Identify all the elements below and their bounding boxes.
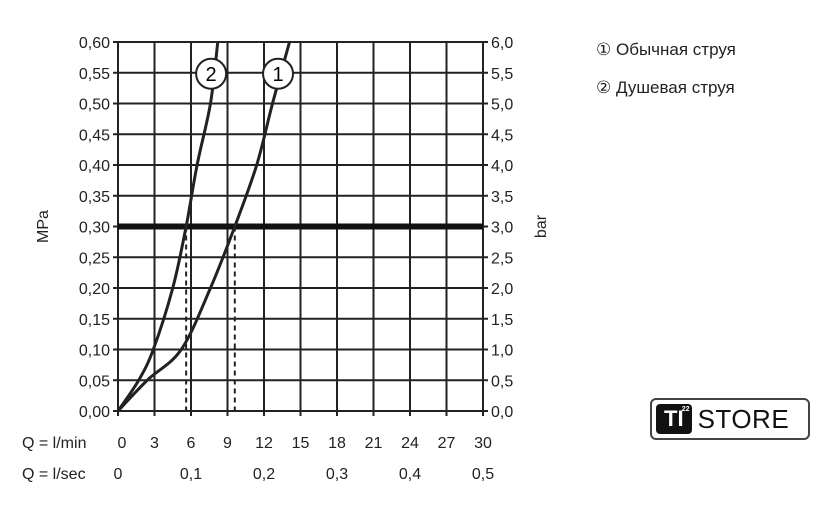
x-tick-label: 6 bbox=[187, 435, 196, 452]
y-tick-label-right: 0,5 bbox=[491, 373, 513, 390]
x-tick-label: 24 bbox=[401, 435, 419, 452]
series-line-1 bbox=[116, 41, 291, 413]
y-tick-label-right: 0,0 bbox=[491, 404, 513, 421]
y-tick-label-left: 0,40 bbox=[79, 158, 110, 175]
y-tick-label-left: 0,05 bbox=[79, 373, 110, 390]
legend-item-1: ① Обычная струя bbox=[596, 40, 736, 60]
x-tick-label: 30 bbox=[474, 435, 492, 452]
x-tick-label: 0,4 bbox=[399, 466, 421, 483]
y-tick-label-right: 2,0 bbox=[491, 281, 513, 298]
x-tick-label: 12 bbox=[255, 435, 273, 452]
y-tick-label-right: 1,0 bbox=[491, 343, 513, 360]
x-tick-label: 27 bbox=[438, 435, 456, 452]
y-tick-label-left: 0,15 bbox=[79, 312, 110, 329]
y-tick-label-right: 4,0 bbox=[491, 158, 513, 175]
legend-item-2: ② Душевая струя bbox=[596, 78, 735, 98]
x-tick-label: 0 bbox=[114, 466, 123, 483]
y-tick-label-left: 0,25 bbox=[79, 250, 110, 267]
legend-text: Душевая струя bbox=[615, 78, 735, 97]
series-label-circle bbox=[262, 57, 295, 90]
series-line-2 bbox=[116, 41, 220, 412]
x-tick-label: 0 bbox=[118, 435, 127, 452]
x-tick-label: 15 bbox=[292, 435, 310, 452]
x-axis-label: Q = l/sec bbox=[22, 466, 86, 483]
x-tick-label: 9 bbox=[223, 435, 232, 452]
x-tick-label: 0,3 bbox=[326, 466, 348, 483]
x-tick-label: 0,2 bbox=[253, 466, 275, 483]
logo-mark: TI 22 bbox=[656, 404, 692, 434]
series-label-2: 2 bbox=[206, 64, 217, 86]
logo-word: STORE bbox=[697, 403, 790, 434]
y-tick-label-left: 0,20 bbox=[79, 281, 110, 298]
y-tick-label-left: 0,35 bbox=[79, 189, 110, 206]
y-axis-label-left: MPa bbox=[35, 210, 52, 243]
y-tick-label-right: 2,5 bbox=[491, 250, 513, 267]
y-axis-label-right: bar bbox=[533, 214, 550, 238]
x-tick-label: 18 bbox=[328, 435, 346, 452]
y-tick-label-right: 1,5 bbox=[491, 312, 513, 329]
legend-text: Обычная струя bbox=[615, 40, 736, 59]
y-tick-label-right: 3,0 bbox=[491, 220, 513, 237]
y-tick-label-left: 0,50 bbox=[79, 97, 110, 114]
y-tick-label-left: 0,30 bbox=[79, 220, 110, 237]
legend-symbol: ② bbox=[596, 78, 612, 97]
x-tick-label: 21 bbox=[365, 435, 383, 452]
series-label-circle bbox=[195, 57, 228, 90]
y-tick-label-left: 0,55 bbox=[79, 66, 110, 83]
legend-symbol: ① bbox=[596, 40, 612, 59]
y-tick-label-left: 0,45 bbox=[79, 127, 110, 144]
y-tick-label-left: 0,10 bbox=[79, 343, 110, 360]
y-tick-label-left: 0,00 bbox=[79, 404, 110, 421]
y-tick-label-left: 0,60 bbox=[79, 35, 110, 52]
series-label-1: 1 bbox=[272, 64, 283, 86]
y-tick-label-right: 5,0 bbox=[491, 97, 513, 114]
ti-store-logo: TI 22 STORE bbox=[650, 398, 810, 440]
x-tick-label: 0,1 bbox=[180, 466, 202, 483]
y-tick-label-right: 3,5 bbox=[491, 189, 513, 206]
y-tick-label-right: 4,5 bbox=[491, 127, 513, 144]
x-tick-label: 3 bbox=[150, 435, 159, 452]
x-tick-label: 0,5 bbox=[472, 466, 494, 483]
x-axis-label: Q = l/min bbox=[22, 435, 86, 452]
y-tick-label-right: 6,0 bbox=[491, 35, 513, 52]
y-tick-label-right: 5,5 bbox=[491, 66, 513, 83]
